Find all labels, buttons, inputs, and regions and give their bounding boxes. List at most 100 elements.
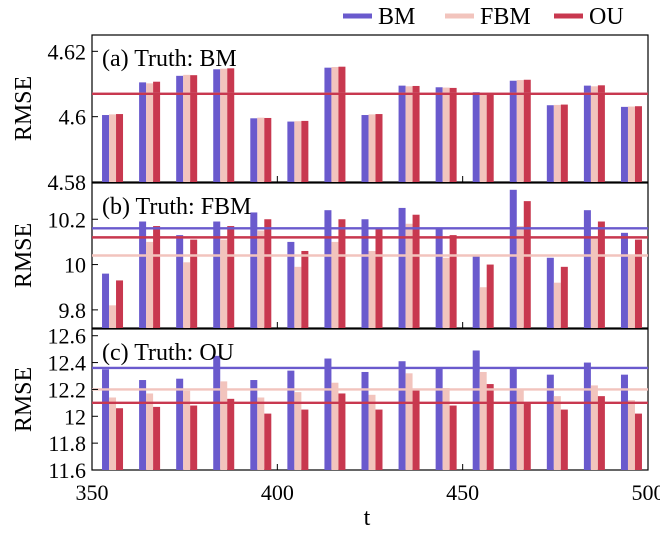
bar-ou (190, 405, 198, 470)
bar-bm (176, 75, 184, 182)
bar-ou (338, 219, 346, 328)
bar-bm (435, 367, 443, 470)
y-axis-label: RMSE (11, 223, 37, 288)
bar-fbm (368, 114, 376, 182)
bar-fbm (368, 250, 376, 328)
bar-fbm (516, 389, 524, 470)
bar-bm (102, 115, 110, 182)
bar-fbm (442, 87, 450, 182)
bar-fbm (146, 393, 154, 470)
bar-fbm (109, 305, 117, 328)
bar-ou (523, 201, 531, 328)
bar-ou (116, 408, 124, 470)
bar-fbm (368, 394, 376, 470)
y-tick-label: 12.2 (48, 377, 87, 402)
bar-bm (398, 207, 406, 328)
bar-fbm (479, 92, 487, 182)
bar-fbm (331, 67, 339, 182)
bar-bm (620, 106, 628, 182)
bar-ou (634, 239, 642, 328)
bar-bm (546, 105, 554, 182)
bar-ou (190, 239, 198, 328)
bar-bm (139, 82, 147, 182)
bar-fbm (479, 287, 487, 328)
bar-ou (375, 409, 383, 470)
bar-bm (361, 115, 369, 182)
bar-fbm (257, 397, 265, 470)
bar-ou (560, 409, 568, 470)
bar-fbm (109, 114, 117, 182)
bar-bm (139, 221, 147, 328)
bar-bm (583, 85, 591, 182)
legend-label-bm: BM (378, 4, 415, 30)
bar-ou (486, 264, 494, 328)
bar-fbm (294, 121, 302, 182)
bar-fbm (331, 241, 339, 328)
y-tick-label: 4.58 (48, 170, 87, 195)
panel-title: (c) Truth: OU (102, 340, 234, 366)
bar-ou (264, 413, 272, 470)
y-tick-label: 12.4 (48, 351, 87, 376)
bar-bm (398, 361, 406, 470)
bar-bm (139, 380, 147, 470)
bar-ou (375, 114, 383, 182)
bar-bm (435, 87, 443, 182)
y-tick-label: 4.6 (59, 105, 87, 130)
bar-ou (264, 117, 272, 182)
bar-bm (213, 355, 221, 470)
bar-bm (287, 370, 295, 470)
bar-ou (412, 389, 420, 470)
bar-ou (449, 235, 457, 328)
panel-a: 4.58 4.6 4.62 (a) Truth: BM RMSE (11, 34, 649, 195)
bar-fbm (109, 397, 117, 470)
y-tick-label: 10.2 (48, 207, 87, 232)
bar-ou (449, 405, 457, 470)
legend-label-fbm: FBM (480, 4, 531, 30)
bar-fbm (442, 388, 450, 470)
bar-fbm (590, 237, 598, 328)
bar-bm (472, 350, 480, 470)
y-tick-label: 9.8 (59, 298, 87, 323)
bar-fbm (183, 74, 191, 182)
bar-ou (523, 79, 531, 182)
bar-ou (412, 214, 420, 328)
legend-label-ou: OU (589, 4, 624, 30)
panel-title: (b) Truth: FBM (102, 194, 251, 220)
bar-ou (597, 221, 605, 328)
y-tick-label: 10 (64, 253, 86, 278)
bar-bm (472, 92, 480, 182)
bar-fbm (405, 223, 413, 328)
bar-fbm (516, 226, 524, 328)
bar-bm (102, 369, 110, 470)
x-axis-label: t (364, 505, 371, 531)
y-tick-label: 4.62 (48, 39, 87, 64)
bar-ou (338, 393, 346, 470)
bar-fbm (183, 262, 191, 328)
bar-bm (509, 367, 517, 470)
bar-bm (176, 235, 184, 328)
bar-ou (264, 219, 272, 328)
x-tick-label: 400 (261, 480, 294, 505)
bar-bm (509, 189, 517, 328)
bar-bm (546, 257, 554, 328)
bar-bm (435, 228, 443, 328)
y-tick-label: 11.6 (48, 458, 86, 483)
bar-ou (560, 104, 568, 182)
bar-ou (227, 398, 235, 470)
bar-fbm (590, 385, 598, 470)
bar-ou (634, 413, 642, 470)
bar-fbm (331, 382, 339, 470)
bar-ou (560, 266, 568, 328)
bar-bm (546, 374, 554, 470)
bar-bm (250, 118, 258, 182)
x-tick-label: 450 (446, 480, 479, 505)
bar-fbm (405, 373, 413, 470)
bar-bm (287, 241, 295, 328)
bar-bm (620, 374, 628, 470)
bar-fbm (516, 80, 524, 182)
bar-ou (597, 396, 605, 470)
legend: BM FBM OU (343, 4, 624, 30)
bar-ou (227, 226, 235, 328)
bar-bm (620, 232, 628, 328)
